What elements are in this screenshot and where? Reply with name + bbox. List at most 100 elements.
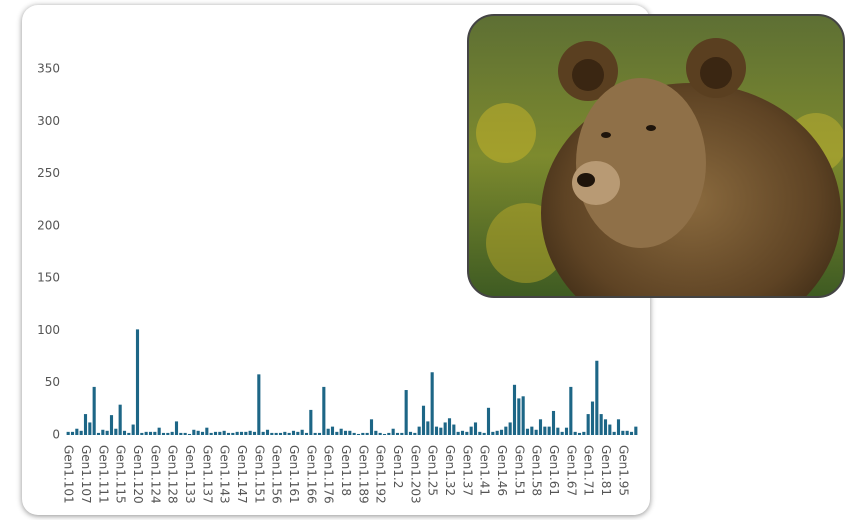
x-tick-label: Gen1.143 bbox=[218, 445, 232, 504]
bar bbox=[517, 398, 520, 435]
x-tick-label: Gen1.133 bbox=[183, 445, 197, 504]
bar bbox=[530, 427, 533, 435]
bar bbox=[509, 422, 512, 435]
bar bbox=[478, 432, 481, 435]
screenshot: 050100150200250300350Gen1.101Gen1.107Gen… bbox=[0, 0, 847, 520]
bar bbox=[145, 432, 148, 435]
bar bbox=[426, 421, 429, 435]
bar bbox=[483, 433, 486, 435]
bar bbox=[487, 408, 490, 435]
bar bbox=[279, 433, 282, 435]
x-tick-label: Gen1.203 bbox=[408, 445, 422, 504]
bar bbox=[305, 433, 308, 435]
y-tick-label: 250 bbox=[37, 166, 60, 180]
bar bbox=[513, 385, 516, 435]
bar bbox=[574, 432, 577, 435]
bar bbox=[496, 431, 499, 435]
bar bbox=[123, 431, 126, 435]
y-tick-label: 300 bbox=[37, 114, 60, 128]
bar bbox=[591, 402, 594, 435]
x-tick-label: Gen1.58 bbox=[530, 445, 544, 496]
bar bbox=[418, 427, 421, 435]
bar bbox=[188, 434, 191, 435]
bar bbox=[335, 432, 338, 435]
bar bbox=[231, 433, 234, 435]
x-tick-label: Gen1.41 bbox=[478, 445, 492, 496]
x-tick-label: Gen1.166 bbox=[304, 445, 318, 504]
bar bbox=[244, 432, 247, 435]
bar bbox=[366, 433, 369, 435]
bar bbox=[331, 427, 334, 435]
bar bbox=[162, 433, 165, 435]
bar bbox=[522, 396, 525, 435]
x-tick-label: Gen1.137 bbox=[200, 445, 214, 504]
x-tick-label: Gen1.120 bbox=[131, 445, 145, 504]
bar bbox=[361, 433, 364, 435]
bar bbox=[608, 425, 611, 435]
bar bbox=[97, 433, 100, 435]
y-tick-label: 200 bbox=[37, 218, 60, 232]
x-tick-label: Gen1.124 bbox=[148, 445, 162, 504]
bar bbox=[370, 419, 373, 435]
bar bbox=[101, 430, 104, 435]
bar bbox=[223, 431, 226, 435]
x-tick-label: Gen1.25 bbox=[426, 445, 440, 496]
bar bbox=[275, 433, 278, 435]
bar bbox=[270, 433, 273, 435]
x-tick-label: Gen1.156 bbox=[270, 445, 284, 504]
bar bbox=[474, 422, 477, 435]
y-tick-label: 150 bbox=[37, 271, 60, 285]
x-tick-label: Gen1.151 bbox=[252, 445, 266, 504]
bar bbox=[240, 432, 243, 435]
bar bbox=[262, 432, 265, 435]
bar bbox=[452, 425, 455, 435]
bar bbox=[106, 431, 109, 435]
bar bbox=[548, 427, 551, 435]
y-tick-label: 0 bbox=[52, 428, 60, 442]
bar bbox=[132, 425, 135, 435]
bar bbox=[578, 433, 581, 435]
x-tick-label: Gen1.67 bbox=[564, 445, 578, 496]
bar bbox=[309, 410, 312, 435]
x-tick-label: Gen1.32 bbox=[443, 445, 457, 496]
bar bbox=[288, 433, 291, 435]
bar bbox=[457, 432, 460, 435]
bar bbox=[448, 418, 451, 435]
x-tick-label: Gen1.192 bbox=[374, 445, 388, 504]
bar bbox=[392, 429, 395, 435]
bar bbox=[340, 429, 343, 435]
bar bbox=[110, 415, 113, 435]
bar bbox=[175, 421, 178, 435]
bar bbox=[409, 432, 412, 435]
x-tick-label: Gen1.81 bbox=[599, 445, 613, 496]
bar bbox=[565, 428, 568, 435]
bar bbox=[283, 432, 286, 435]
bar bbox=[387, 433, 390, 435]
bar bbox=[582, 432, 585, 435]
bar bbox=[526, 429, 529, 435]
bar bbox=[561, 432, 564, 435]
bar bbox=[344, 431, 347, 435]
bar bbox=[357, 434, 360, 435]
bar bbox=[205, 428, 208, 435]
bar bbox=[184, 433, 187, 435]
x-tick-label: Gen1.18 bbox=[339, 445, 353, 496]
bar bbox=[621, 431, 624, 435]
x-tick-label: Gen1.51 bbox=[512, 445, 526, 496]
bar bbox=[600, 414, 603, 435]
bar bbox=[630, 432, 633, 435]
bar bbox=[400, 433, 403, 435]
x-tick-label: Gen1.37 bbox=[460, 445, 474, 496]
bar bbox=[383, 434, 386, 435]
bar bbox=[266, 430, 269, 435]
bar bbox=[318, 433, 321, 435]
bar bbox=[569, 387, 572, 435]
x-tick-label: Gen1.161 bbox=[287, 445, 301, 504]
x-tick-label: Gen1.46 bbox=[495, 445, 509, 496]
bar bbox=[236, 432, 239, 435]
bar bbox=[210, 433, 213, 435]
bar bbox=[249, 431, 252, 435]
bar bbox=[314, 433, 317, 435]
x-tick-label: Gen1.111 bbox=[96, 445, 110, 504]
bar bbox=[465, 432, 468, 435]
